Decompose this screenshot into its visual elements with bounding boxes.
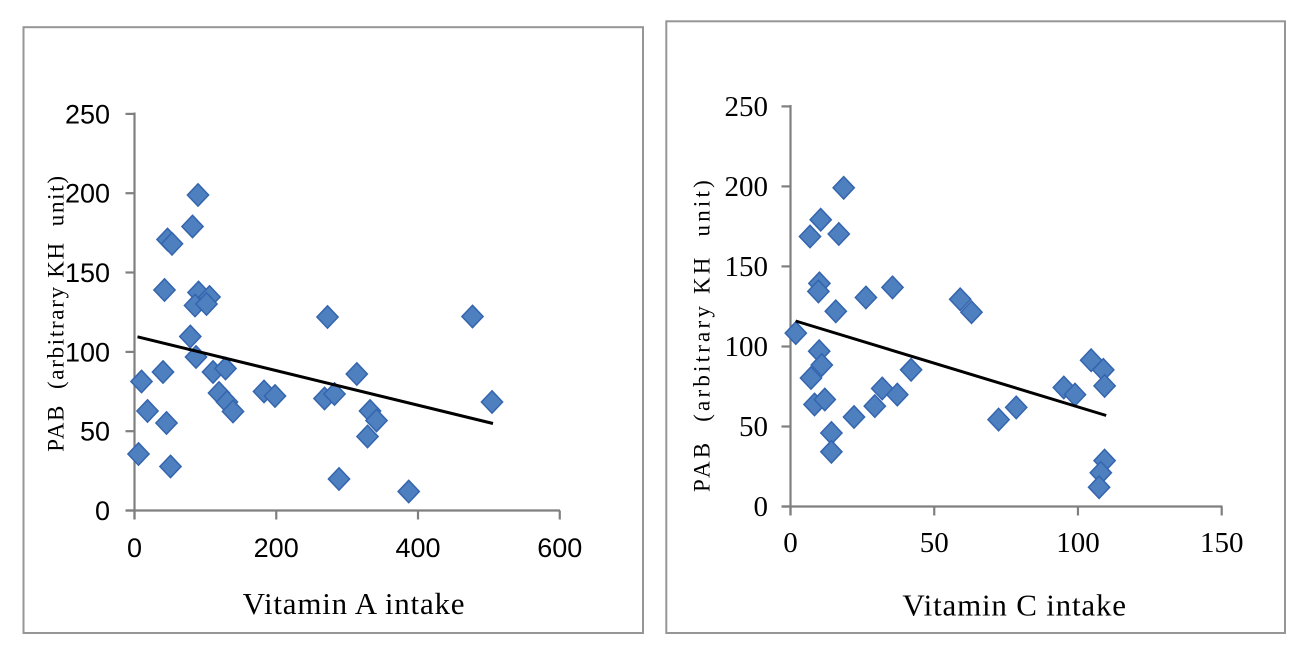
svg-text:Vitamin A intake: Vitamin A intake — [243, 586, 466, 621]
svg-text:0: 0 — [783, 527, 798, 559]
svg-text:50: 50 — [739, 411, 768, 443]
svg-text:0: 0 — [754, 491, 769, 523]
svg-text:250: 250 — [725, 91, 769, 123]
svg-text:150: 150 — [725, 251, 769, 283]
svg-text:150: 150 — [65, 258, 110, 288]
svg-text:50: 50 — [80, 417, 110, 447]
svg-text:0: 0 — [127, 533, 142, 563]
svg-text:250: 250 — [65, 99, 110, 129]
svg-text:200: 200 — [725, 171, 769, 203]
svg-text:200: 200 — [65, 179, 110, 209]
svg-text:PAB (arbitrary KH unit): PAB (arbitrary KH unit) — [44, 174, 69, 451]
svg-text:600: 600 — [537, 533, 582, 563]
svg-text:100: 100 — [1056, 527, 1100, 559]
svg-text:400: 400 — [395, 533, 440, 563]
svg-text:50: 50 — [920, 527, 949, 559]
svg-text:0: 0 — [95, 496, 110, 526]
svg-text:Vitamin C intake: Vitamin C intake — [902, 587, 1126, 622]
svg-text:PAB (arbitrary KH unit): PAB (arbitrary KH unit) — [690, 177, 715, 492]
svg-text:150: 150 — [1200, 527, 1244, 559]
svg-text:100: 100 — [65, 337, 110, 367]
svg-text:100: 100 — [725, 331, 769, 363]
svg-text:200: 200 — [254, 533, 299, 563]
